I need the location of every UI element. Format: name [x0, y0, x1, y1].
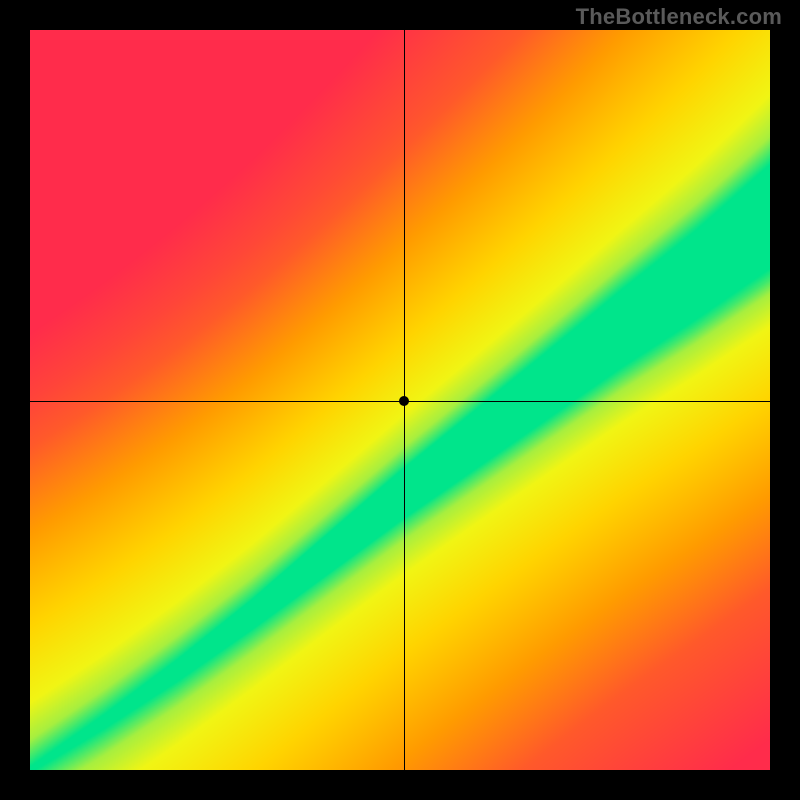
selection-marker [399, 396, 409, 406]
watermark-text: TheBottleneck.com [576, 4, 782, 30]
bottleneck-heatmap [30, 30, 770, 770]
